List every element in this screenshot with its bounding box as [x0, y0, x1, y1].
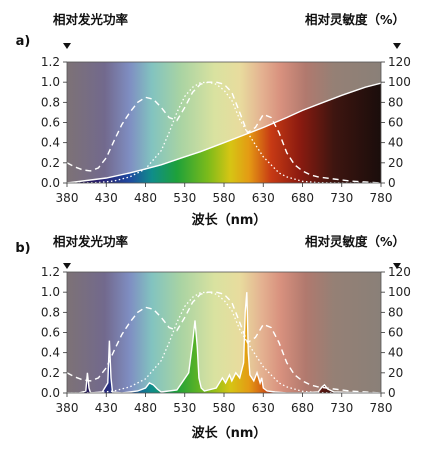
- series-line-power: [67, 82, 381, 183]
- y-left-tick-label: 0.6: [41, 116, 60, 130]
- x-tick-label: 430: [95, 191, 118, 205]
- y-left-tick-label: 0.0: [41, 176, 60, 190]
- left-axis-arrow-icon: [63, 263, 71, 269]
- x-tick-label: 780: [370, 191, 393, 205]
- x-tick-label: 630: [252, 191, 275, 205]
- y-right-tick-label: 80: [388, 95, 403, 109]
- series-line-power: [67, 292, 381, 393]
- y-left-tick-label: 0.4: [41, 346, 60, 360]
- y-left-tick-label: 1.2: [41, 55, 60, 69]
- y-left-axis-label: 相对发光功率: [53, 12, 129, 27]
- spectrum-fill: [67, 83, 381, 183]
- y-left-tick-label: 0.2: [41, 366, 60, 380]
- y-right-tick-label: 120: [388, 55, 411, 69]
- left-axis-arrow-icon: [63, 43, 71, 49]
- panel-label: a): [16, 34, 31, 49]
- x-tick-label: 380: [56, 191, 79, 205]
- y-right-tick-label: 0: [388, 176, 396, 190]
- x-tick-label: 580: [213, 191, 236, 205]
- y-left-tick-label: 0.0: [41, 386, 60, 400]
- x-tick-label: 680: [291, 401, 314, 415]
- y-right-tick-label: 100: [388, 75, 411, 89]
- series-line-dotted: [67, 81, 381, 183]
- plot-area: [67, 291, 381, 393]
- y-left-axis-label: 相对发光功率: [53, 234, 129, 249]
- x-tick-label: 730: [330, 401, 353, 415]
- y-right-axis-label: 相对灵敏度（%）: [305, 12, 405, 27]
- y-left-tick-label: 0.8: [41, 305, 60, 319]
- y-left-tick-label: 0.6: [41, 326, 60, 340]
- y-left-tick-label: 1.0: [41, 285, 60, 299]
- y-right-axis-label: 相对灵敏度（%）: [305, 234, 405, 249]
- y-right-tick-label: 0: [388, 386, 396, 400]
- x-tick-label: 380: [56, 401, 79, 415]
- panel-label: b): [15, 241, 30, 256]
- right-axis-arrow-icon: [393, 263, 401, 269]
- x-tick-label: 580: [213, 401, 236, 415]
- x-tick-label: 430: [95, 401, 118, 415]
- y-right-tick-label: 60: [388, 116, 403, 130]
- chart-panel-b: 0.0 0.2 0.4 0.6 0.8 1.0 1.2 0 20 40 60 80 100 120 380 4…: [15, 234, 411, 441]
- x-tick-label: 780: [370, 401, 393, 415]
- x-axis-label: 波长（nm）: [192, 425, 267, 441]
- x-tick-label: 480: [134, 401, 157, 415]
- x-tick-label: 530: [173, 401, 196, 415]
- y-right-tick-label: 40: [388, 346, 403, 360]
- y-right-tick-label: 80: [388, 305, 403, 319]
- plot-area: [67, 81, 381, 183]
- x-tick-label: 680: [291, 191, 314, 205]
- y-left-tick-label: 0.4: [41, 136, 60, 150]
- y-left-tick-label: 0.8: [41, 95, 60, 109]
- series-line-dotted: [67, 291, 381, 393]
- y-right-tick-label: 120: [388, 265, 411, 279]
- x-axis-label: 波长（nm）: [192, 212, 267, 228]
- y-right-tick-label: 100: [388, 285, 411, 299]
- y-right-tick-label: 20: [388, 156, 403, 170]
- x-tick-label: 630: [252, 401, 275, 415]
- x-tick-label: 530: [173, 191, 196, 205]
- y-right-tick-label: 20: [388, 366, 403, 380]
- y-right-tick-label: 40: [388, 136, 403, 150]
- plot-background: [67, 272, 381, 393]
- y-right-tick-label: 60: [388, 326, 403, 340]
- y-left-tick-label: 1.0: [41, 75, 60, 89]
- chart-panel-a: 0.0 0.2 0.4 0.6 0.8 1.0 1.2 0 20 40 60 80 100 120 380 4…: [16, 12, 411, 228]
- right-axis-arrow-icon: [393, 43, 401, 49]
- y-left-tick-label: 0.2: [41, 156, 60, 170]
- y-left-tick-label: 1.2: [41, 265, 60, 279]
- x-tick-label: 730: [330, 191, 353, 205]
- x-tick-label: 480: [134, 191, 157, 205]
